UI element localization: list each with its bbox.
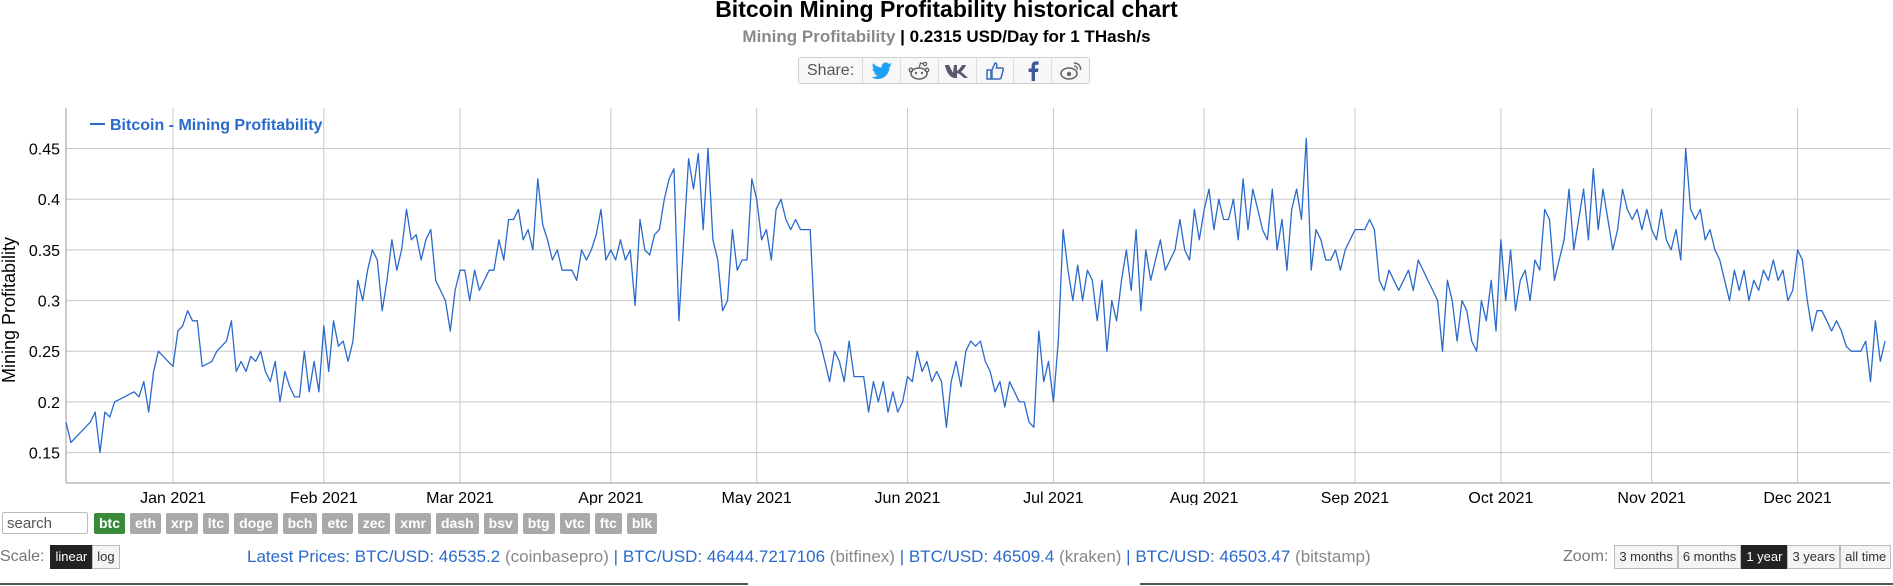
price-source: (bitstamp) xyxy=(1295,547,1371,566)
share-bar: Share: xyxy=(798,57,1090,84)
subtitle-label: Mining Profitability xyxy=(742,27,896,46)
scale-linear-button[interactable]: linear xyxy=(50,545,93,569)
share-label: Share: xyxy=(799,58,864,83)
coin-button-ftc[interactable]: ftc xyxy=(594,512,622,534)
y-tick-label: 0.45 xyxy=(29,142,60,159)
grid xyxy=(66,108,1890,483)
weibo-icon[interactable] xyxy=(1052,58,1089,83)
twitter-icon[interactable] xyxy=(863,58,901,83)
price-link[interactable]: BTC/USD: 46509.4 xyxy=(908,547,1060,566)
coin-list: btc eth xrp ltc doge bch etc zec xmr dash bsv btg vt… xyxy=(94,512,662,534)
coin-button-ltc[interactable]: ltc xyxy=(202,512,230,534)
y-axis-label: Mining Profitability xyxy=(0,237,19,383)
x-tick-label: Feb 2021 xyxy=(290,490,358,505)
x-tick-label: Sep 2021 xyxy=(1321,490,1390,505)
coin-button-xrp[interactable]: xrp xyxy=(166,512,198,534)
zoom-3-years-button[interactable]: 3 years xyxy=(1787,545,1841,569)
price-source: (coinbasepro) xyxy=(504,547,609,566)
coin-button-zec[interactable]: zec xyxy=(357,512,391,534)
series xyxy=(65,137,1886,454)
y-tick-label: 0.3 xyxy=(38,294,60,311)
price-link[interactable]: BTC/USD: 46535.2 xyxy=(354,547,505,566)
chart-subtitle: Mining Profitability | 0.2315 USD/Day fo… xyxy=(0,27,1893,47)
subtitle-separator: | xyxy=(900,27,910,46)
reddit-icon[interactable] xyxy=(901,58,939,83)
like-icon[interactable] xyxy=(977,58,1015,83)
x-tick-label: May 2021 xyxy=(722,490,792,505)
zoom-6-months-button[interactable]: 6 months xyxy=(1677,545,1742,569)
zoom-3-months-button[interactable]: 3 months xyxy=(1614,545,1678,569)
zoom-all-time-button[interactable]: all time xyxy=(1840,545,1892,569)
x-tick-label: Jun 2021 xyxy=(875,490,941,505)
price-link[interactable]: BTC/USD: 46444.7217106 xyxy=(622,547,830,566)
coin-search-input[interactable] xyxy=(2,512,88,534)
prices-label: Latest Prices: xyxy=(247,547,350,566)
scale-log-button[interactable]: log xyxy=(92,545,120,569)
legend-label[interactable]: Bitcoin - Mining Profitability xyxy=(110,117,323,134)
price-link[interactable]: BTC/USD: 46503.47 xyxy=(1135,547,1296,566)
y-tick-label: 0.4 xyxy=(38,192,60,209)
x-tick-label: Apr 2021 xyxy=(578,490,643,505)
coin-button-blk[interactable]: blk xyxy=(626,512,658,534)
price-list: BTC/USD: 46535.2 (coinbasepro) | BTC/USD… xyxy=(355,547,1371,566)
scale-label: Scale: xyxy=(0,548,45,565)
x-tick-label: Jan 2021 xyxy=(140,490,206,505)
vk-icon[interactable] xyxy=(939,58,977,83)
coin-button-etc[interactable]: etc xyxy=(322,512,353,534)
zoom-label: Zoom: xyxy=(1563,548,1609,565)
coin-button-bsv[interactable]: bsv xyxy=(483,512,518,534)
legend[interactable]: Bitcoin - Mining Profitability xyxy=(90,117,323,134)
bottom-divider-right xyxy=(1140,583,1893,585)
axes: 0.15 0.2 0.25 0.3 0.35 0.4 0.45 Jan 2021 Feb 202… xyxy=(29,108,1890,505)
coin-selector: btcethxrpltcdogebchetczecxmrdashbsvbtgvt… xyxy=(2,512,662,534)
facebook-icon[interactable] xyxy=(1014,58,1053,83)
x-tick-label: Aug 2021 xyxy=(1170,490,1239,505)
chart-title: Bitcoin Mining Profitability historical … xyxy=(715,0,1178,22)
x-tick-label: Nov 2021 xyxy=(1617,490,1686,505)
price-source: (bitfinex) xyxy=(829,547,895,566)
zoom-control: Zoom: 3 months 6 months 1 year 3 years all t… xyxy=(1563,545,1892,569)
latest-prices: Latest Prices: BTC/USD: 46535.2 (coinbas… xyxy=(247,547,1371,567)
y-tick-label: 0.35 xyxy=(29,243,60,260)
profitability-chart: 0.15 0.2 0.25 0.3 0.35 0.4 0.45 Jan 2021 Feb 202… xyxy=(0,108,1890,505)
price-separator: | xyxy=(894,547,909,566)
x-tick-label: Dec 2021 xyxy=(1763,490,1832,505)
coin-button-vtc[interactable]: vtc xyxy=(559,512,590,534)
x-tick-label: Oct 2021 xyxy=(1468,490,1533,505)
coin-button-btg[interactable]: btg xyxy=(522,512,555,534)
series-line-bitcoin xyxy=(65,137,1886,454)
coin-button-doge[interactable]: doge xyxy=(234,512,278,534)
scale-control: Scale: linear log xyxy=(0,545,120,569)
subtitle-value: 0.2315 USD/Day for 1 THash/s xyxy=(909,27,1151,46)
zoom-1-year-button[interactable]: 1 year xyxy=(1741,545,1788,569)
coin-button-xmr[interactable]: xmr xyxy=(395,512,431,534)
scale-options: linear log xyxy=(50,545,120,569)
zoom-options: 3 months 6 months 1 year 3 years all time xyxy=(1614,545,1892,569)
price-separator: | xyxy=(1121,547,1136,566)
price-separator: | xyxy=(608,547,623,566)
y-tick-label: 0.2 xyxy=(38,395,60,412)
y-tick-label: 0.15 xyxy=(29,446,60,463)
coin-button-dash[interactable]: dash xyxy=(435,512,479,534)
x-tick-label: Jul 2021 xyxy=(1023,490,1084,505)
price-source: (kraken) xyxy=(1059,547,1122,566)
y-tick-label: 0.25 xyxy=(29,344,60,361)
bottom-divider-left xyxy=(0,583,748,585)
coin-button-bch[interactable]: bch xyxy=(282,512,318,534)
x-tick-label: Mar 2021 xyxy=(426,490,494,505)
coin-button-btc[interactable]: btc xyxy=(94,512,125,534)
coin-button-eth[interactable]: eth xyxy=(130,512,161,534)
